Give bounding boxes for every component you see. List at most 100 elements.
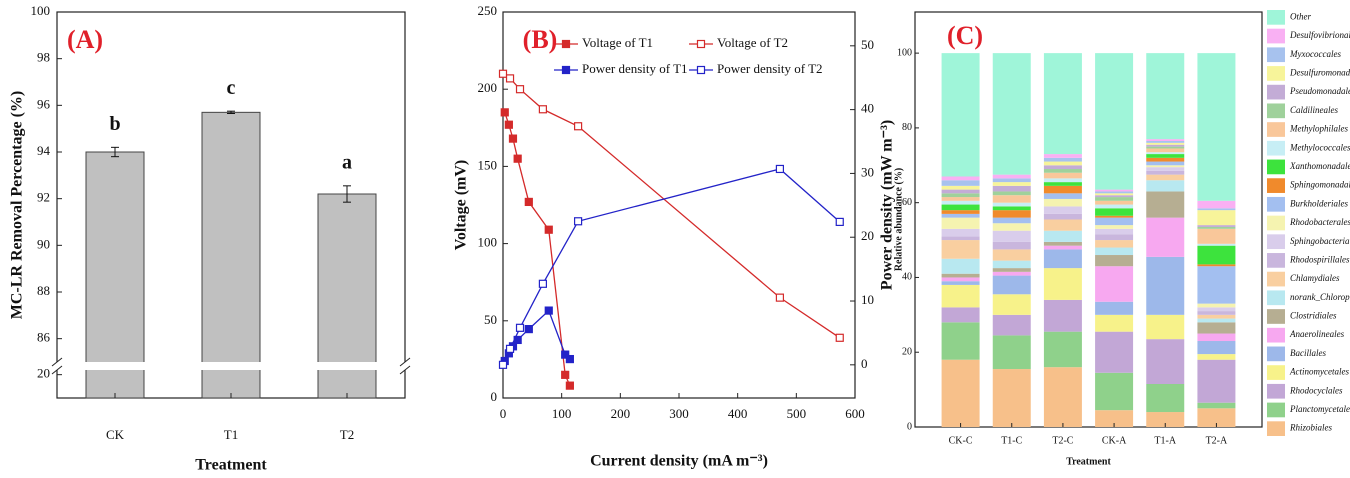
bar-segment bbox=[1146, 53, 1185, 140]
legend-label: Rhodocyclales bbox=[1289, 385, 1343, 395]
legend-label: Rhodospirillales bbox=[1289, 254, 1350, 264]
bar-segment bbox=[941, 204, 980, 211]
bar-segment bbox=[992, 178, 1031, 183]
y-tick-label: 150 bbox=[478, 157, 498, 172]
bar-segment bbox=[1146, 167, 1185, 171]
bar-segment bbox=[941, 228, 980, 237]
bar-segment bbox=[941, 322, 980, 360]
bar-segment bbox=[992, 185, 1031, 192]
bar-segment bbox=[1197, 354, 1236, 360]
bar-segment bbox=[1197, 210, 1236, 226]
bar-segment bbox=[1197, 341, 1236, 355]
y-tick-label: 60 bbox=[902, 197, 912, 208]
legend-marker bbox=[696, 39, 706, 49]
bar-segment bbox=[992, 195, 1031, 203]
bar-segment bbox=[1146, 180, 1185, 192]
bar-segment bbox=[1095, 255, 1134, 267]
y-tick-label: 100 bbox=[478, 235, 498, 250]
bar-segment bbox=[1043, 172, 1082, 179]
legend-marker bbox=[561, 39, 571, 49]
bar-segment bbox=[1095, 301, 1134, 315]
bar-segment bbox=[941, 189, 980, 194]
bar-segment bbox=[941, 213, 980, 218]
bar-segment bbox=[1197, 53, 1236, 201]
bar-segment bbox=[1095, 225, 1134, 229]
y2-tick-label: 0 bbox=[861, 356, 868, 371]
bar-segment bbox=[1197, 226, 1236, 229]
bar bbox=[201, 111, 261, 399]
y-tick-label: 250 bbox=[478, 3, 498, 18]
legend-swatch bbox=[1267, 327, 1285, 343]
x-tick-label: T1-A bbox=[1154, 435, 1176, 446]
bar-segment bbox=[1095, 410, 1134, 427]
legend-swatch bbox=[1267, 346, 1285, 362]
bar-segment bbox=[1043, 53, 1082, 155]
y-tick-label: 100 bbox=[31, 3, 51, 18]
marker bbox=[498, 69, 508, 78]
bar-segment bbox=[1095, 191, 1134, 194]
marker bbox=[505, 344, 515, 353]
bar-segment bbox=[992, 314, 1031, 336]
x-tick-label: 500 bbox=[787, 406, 807, 421]
legend-label: Sphingobacteriales bbox=[1290, 236, 1350, 246]
bar-segment bbox=[1146, 174, 1185, 181]
legend-swatch bbox=[1267, 215, 1285, 231]
y2-tick-label: 20 bbox=[861, 228, 874, 243]
bar-segment bbox=[1197, 359, 1236, 403]
bar-segment bbox=[1095, 228, 1134, 235]
bar-segment bbox=[1043, 331, 1082, 368]
legend-swatch bbox=[1267, 122, 1285, 137]
x-tick-label: 400 bbox=[728, 406, 748, 421]
x-tick-label: CK-A bbox=[1102, 435, 1127, 446]
legend-swatch bbox=[1267, 28, 1285, 44]
bar-segment bbox=[1043, 219, 1082, 231]
bar-segment bbox=[992, 335, 1031, 370]
bar-segment bbox=[1146, 412, 1185, 427]
legend-swatch bbox=[1267, 159, 1285, 175]
bar-segment bbox=[1043, 367, 1082, 427]
bar-segment bbox=[1197, 318, 1236, 323]
y-tick-label: 20 bbox=[902, 347, 912, 358]
bar-segment bbox=[992, 174, 1031, 179]
legend-swatch bbox=[1267, 178, 1285, 193]
y2-tick-label: 10 bbox=[861, 292, 874, 307]
bar-segment bbox=[941, 176, 980, 181]
bar-segment bbox=[992, 249, 1031, 261]
bar-segment bbox=[1095, 266, 1134, 302]
legend-swatch bbox=[1267, 140, 1285, 156]
bar-segment bbox=[1095, 314, 1134, 332]
bar-segment bbox=[1043, 206, 1082, 214]
y2-tick-label: 30 bbox=[861, 164, 874, 179]
bar-segment bbox=[1043, 169, 1082, 173]
marker bbox=[835, 217, 844, 227]
bar-segment bbox=[1043, 268, 1082, 300]
x-tick-label: T2 bbox=[340, 427, 354, 442]
x-tick-label: CK bbox=[106, 427, 125, 442]
marker bbox=[565, 381, 574, 390]
bar-segment bbox=[1043, 245, 1082, 250]
legend-swatch bbox=[1267, 253, 1285, 268]
legend-swatch bbox=[1267, 309, 1285, 324]
y-axis-label: Voltage (mV) bbox=[453, 160, 470, 251]
bar-segment bbox=[1095, 215, 1134, 218]
bar-segment bbox=[1197, 311, 1236, 315]
y-tick-label: 88 bbox=[37, 283, 50, 298]
bar-segment bbox=[941, 284, 980, 308]
bar-segment bbox=[1043, 157, 1082, 162]
marker bbox=[775, 164, 785, 174]
legend-swatch bbox=[1267, 402, 1285, 418]
bar-segment bbox=[941, 180, 980, 186]
bar-segment bbox=[1095, 189, 1134, 192]
y-tick-label: 96 bbox=[37, 96, 51, 111]
bar-segment bbox=[1146, 314, 1185, 340]
bar-segment bbox=[1197, 243, 1236, 246]
x-tick-label: T2-A bbox=[1206, 435, 1228, 446]
bar-segment bbox=[1146, 152, 1185, 155]
legend-label: Actinomycetales bbox=[1289, 367, 1349, 377]
bar-segment bbox=[992, 260, 1031, 269]
bar-segment bbox=[1095, 193, 1134, 196]
bar-segment bbox=[1095, 217, 1134, 226]
bar-segment bbox=[1043, 182, 1082, 186]
marker bbox=[515, 323, 525, 332]
bar-segment bbox=[941, 359, 980, 427]
